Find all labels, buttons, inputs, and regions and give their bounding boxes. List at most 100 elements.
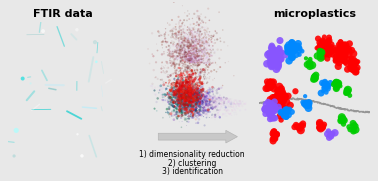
Point bbox=[189, 59, 195, 62]
Point bbox=[221, 101, 227, 104]
Point bbox=[304, 103, 310, 106]
Point bbox=[215, 102, 222, 105]
Point bbox=[203, 104, 209, 106]
Point bbox=[187, 54, 194, 57]
Point bbox=[183, 96, 189, 99]
Point bbox=[178, 91, 184, 94]
Point bbox=[196, 55, 202, 58]
Point bbox=[305, 107, 311, 110]
Point bbox=[191, 84, 197, 87]
Point bbox=[220, 29, 226, 31]
Point bbox=[195, 94, 201, 97]
Point bbox=[206, 97, 212, 100]
Point bbox=[185, 48, 191, 51]
Point bbox=[190, 93, 196, 96]
Point bbox=[192, 58, 198, 61]
Point bbox=[178, 86, 184, 89]
Point bbox=[203, 99, 209, 102]
Point bbox=[178, 95, 184, 98]
Point bbox=[196, 93, 202, 96]
Point bbox=[183, 41, 189, 44]
Point bbox=[176, 98, 182, 101]
Point bbox=[200, 101, 206, 104]
Point bbox=[186, 50, 192, 53]
Point bbox=[178, 53, 184, 56]
Point bbox=[203, 51, 209, 54]
Point bbox=[184, 97, 190, 100]
Point bbox=[179, 40, 185, 43]
Point bbox=[178, 48, 184, 50]
Point bbox=[189, 27, 195, 30]
Point bbox=[205, 7, 211, 10]
Point bbox=[188, 59, 194, 62]
Point bbox=[210, 96, 216, 99]
Point bbox=[191, 94, 197, 97]
Point bbox=[178, 51, 184, 54]
Point bbox=[190, 90, 196, 92]
Point bbox=[201, 29, 208, 31]
Point bbox=[195, 69, 201, 72]
Point bbox=[178, 91, 184, 94]
Point bbox=[195, 89, 201, 91]
Point bbox=[193, 95, 199, 98]
Point bbox=[223, 104, 229, 106]
Point bbox=[191, 39, 197, 42]
Point bbox=[177, 43, 183, 45]
Point bbox=[187, 91, 193, 94]
Point bbox=[174, 49, 180, 52]
Point bbox=[195, 102, 201, 104]
Point bbox=[164, 41, 170, 43]
Point bbox=[211, 107, 217, 110]
Point bbox=[186, 112, 192, 115]
Point bbox=[180, 57, 186, 60]
Point bbox=[200, 88, 206, 90]
Point bbox=[188, 60, 194, 63]
Point bbox=[185, 105, 191, 108]
Point bbox=[212, 100, 218, 103]
Point bbox=[177, 45, 183, 48]
Point bbox=[191, 104, 197, 107]
Point bbox=[185, 53, 191, 56]
Point bbox=[174, 92, 180, 95]
Point bbox=[183, 98, 189, 101]
Point bbox=[220, 103, 226, 106]
Point bbox=[164, 100, 170, 103]
Point bbox=[182, 98, 188, 101]
Point bbox=[170, 96, 177, 98]
Point bbox=[268, 110, 274, 113]
Point bbox=[212, 42, 218, 45]
Point bbox=[197, 37, 203, 40]
Point bbox=[182, 51, 188, 54]
Point bbox=[176, 40, 182, 43]
Point bbox=[193, 118, 199, 121]
Point bbox=[178, 87, 184, 89]
Point bbox=[204, 98, 210, 101]
Point bbox=[180, 85, 186, 88]
Point bbox=[178, 56, 184, 58]
Point bbox=[198, 47, 204, 50]
Point bbox=[200, 26, 206, 29]
Point bbox=[188, 89, 194, 92]
Point bbox=[205, 27, 211, 30]
Point bbox=[194, 53, 200, 56]
Point bbox=[180, 95, 186, 98]
Point bbox=[195, 100, 201, 102]
Point bbox=[192, 57, 198, 60]
Point bbox=[195, 112, 201, 115]
Point bbox=[212, 29, 218, 32]
Point bbox=[321, 82, 327, 85]
Point bbox=[175, 76, 181, 79]
Point bbox=[197, 95, 203, 98]
Point bbox=[328, 132, 335, 135]
Point bbox=[179, 97, 185, 100]
Point bbox=[195, 103, 201, 106]
Point bbox=[166, 113, 172, 116]
Point bbox=[200, 102, 206, 105]
Point bbox=[277, 100, 283, 103]
Point bbox=[175, 54, 181, 57]
Point bbox=[174, 83, 180, 86]
Point bbox=[180, 37, 186, 40]
Point bbox=[187, 75, 194, 78]
Point bbox=[202, 95, 208, 98]
Point bbox=[187, 94, 193, 96]
